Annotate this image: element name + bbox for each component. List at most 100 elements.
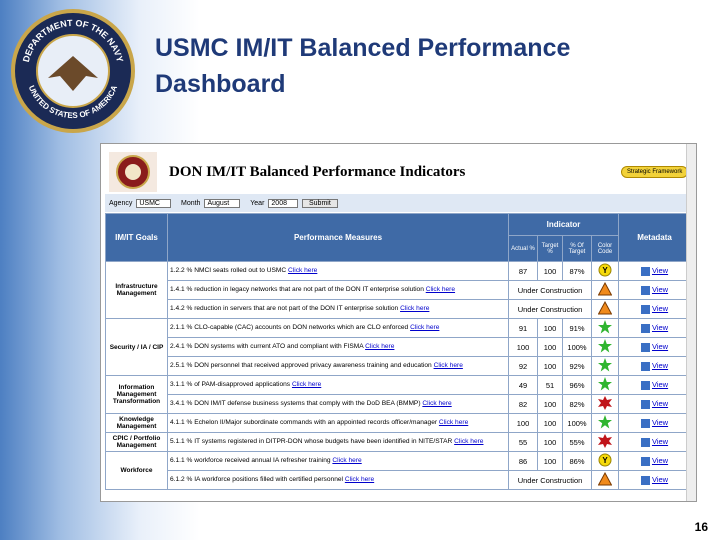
measure-text: 5.1.1 % IT systems registered in DITPR-D… xyxy=(170,437,453,445)
header-cell: IM/IT Goals xyxy=(105,213,168,262)
view-link[interactable]: View xyxy=(651,418,669,428)
actual-cell: 87 xyxy=(508,261,538,281)
table-row: 1.4.2 % reduction in servers that are no… xyxy=(106,299,692,319)
measure-cell: 4.1.1 % Echelon II/Major subordinate com… xyxy=(167,413,509,433)
indicator-code: Y xyxy=(602,456,608,465)
view-link[interactable]: View xyxy=(651,266,669,276)
click-here-link[interactable]: Click here xyxy=(433,361,463,369)
goal-cell: Knowledge Management xyxy=(105,413,168,433)
icon-box xyxy=(640,475,650,485)
color-code-icon xyxy=(598,434,613,448)
table-row: Infrastructure Management 1.2.2 % NMCI se… xyxy=(105,261,692,319)
click-here-link[interactable]: Click here xyxy=(438,418,469,426)
page-number: 16 xyxy=(694,520,708,534)
view-icon xyxy=(640,323,650,333)
measure-cell: 1.2.2 % NMCI seats rolled out to USMC Cl… xyxy=(167,261,509,281)
view-link[interactable]: View xyxy=(651,380,669,390)
view-link[interactable]: View xyxy=(651,475,669,485)
goal-cell: Security / IA / CIP xyxy=(105,318,168,376)
code-cell xyxy=(590,356,620,376)
dashboard-logo xyxy=(109,152,157,192)
click-here-link[interactable]: Click here xyxy=(291,380,322,388)
target-cell: 100 xyxy=(537,261,563,281)
construction-sign xyxy=(597,471,613,486)
construction-sign xyxy=(597,281,613,296)
metadata-cell: View xyxy=(618,451,692,471)
navy-seal: DEPARTMENT OF THE NAVY UNITED STATES OF … xyxy=(11,9,135,133)
view-link[interactable]: View xyxy=(651,304,669,314)
green-star xyxy=(598,358,613,372)
measure-text: 3.4.1 % DON IM/IT defense business syste… xyxy=(170,399,421,407)
click-here-link[interactable]: Click here xyxy=(454,437,484,445)
icon-box xyxy=(640,361,650,371)
pct-cell: 55% xyxy=(562,432,592,452)
click-here-link[interactable]: Click here xyxy=(288,266,318,274)
measure-cell: 6.1.2 % IA workforce positions filled wi… xyxy=(167,470,509,490)
goal-cell: Information Management Transformation xyxy=(105,375,168,414)
measure-text: 1.4.1 % reduction in legacy networks tha… xyxy=(170,285,424,293)
click-here-link[interactable]: Click here xyxy=(400,304,430,312)
measure-text: 4.1.1 % Echelon II/Major subordinate com… xyxy=(170,418,438,426)
header-cell: Performance Measures xyxy=(167,213,509,262)
color-code-icon xyxy=(598,320,613,334)
table-row: CPIC / Portfolio Management 5.1.1 % IT sy… xyxy=(105,432,692,452)
green-star xyxy=(598,339,613,353)
click-here-link[interactable]: Click here xyxy=(344,475,375,483)
icon-box xyxy=(640,304,650,314)
table-row: Information Management Transformation 3.1… xyxy=(105,375,692,414)
indicators-table: IM/IT Goals Performance Measures Indicat… xyxy=(105,213,692,490)
click-here-link[interactable]: Click here xyxy=(422,399,452,407)
actual-cell: 100 xyxy=(508,337,538,357)
icon-box xyxy=(640,380,650,390)
red-burst xyxy=(598,434,613,448)
year-select[interactable]: 2008 xyxy=(268,198,298,208)
click-here-link[interactable]: Click here xyxy=(410,323,440,331)
header-cell: Actual % xyxy=(508,235,538,262)
view-link[interactable]: View xyxy=(651,399,669,409)
icon-box xyxy=(640,456,650,466)
measure-text: 1.2.2 % NMCI seats rolled out to USMC xyxy=(170,266,287,274)
view-link[interactable]: View xyxy=(651,437,669,447)
click-here-link[interactable]: Click here xyxy=(365,342,395,350)
slide-title: USMC IM/IT Balanced Performance Dashboard xyxy=(155,30,570,102)
month-select[interactable]: August xyxy=(204,198,241,208)
target-cell: 100 xyxy=(537,432,563,452)
target-cell: 100 xyxy=(537,318,563,338)
view-link[interactable]: View xyxy=(651,285,669,295)
view-link[interactable]: View xyxy=(651,456,669,466)
view-link[interactable]: View xyxy=(651,323,669,333)
icon-box xyxy=(640,437,650,447)
yellow-indicator xyxy=(598,263,612,277)
target-cell: 100 xyxy=(537,413,563,433)
goal-cell: CPIC / Portfolio Management xyxy=(105,432,168,452)
code-cell: Y xyxy=(590,451,620,471)
measure-cell: 2.1.1 % CLO-capable (CAC) accounts on DO… xyxy=(167,318,509,338)
color-code-icon xyxy=(598,358,613,372)
click-here-link[interactable]: Click here xyxy=(332,456,362,464)
submit-button[interactable]: Submit xyxy=(301,198,338,208)
view-link[interactable]: View xyxy=(651,361,669,371)
yellow-indicator xyxy=(598,453,612,467)
icon-box xyxy=(640,399,650,409)
strategic-framework-button[interactable]: Strategic Framework xyxy=(621,166,689,178)
measure-cell: 1.4.2 % reduction in servers that are no… xyxy=(167,299,509,319)
scrollbar[interactable] xyxy=(686,144,696,501)
view-icon xyxy=(640,456,650,466)
click-here-link[interactable]: Click here xyxy=(425,285,456,293)
target-cell: 51 xyxy=(537,375,563,395)
code-cell xyxy=(590,337,620,357)
view-link[interactable]: View xyxy=(651,342,669,352)
agency-select[interactable]: USMC xyxy=(136,198,171,208)
header-cell: Target % xyxy=(537,235,563,262)
table-row: 6.1.2 % IA workforce positions filled wi… xyxy=(106,470,692,490)
metadata-cell: View xyxy=(618,261,692,281)
metadata-cell: View xyxy=(618,299,692,319)
code-cell xyxy=(590,394,620,414)
target-cell: 100 xyxy=(537,451,563,471)
metadata-cell: View xyxy=(618,394,692,414)
color-code-icon: Y xyxy=(598,263,612,277)
view-icon xyxy=(640,285,650,295)
metadata-cell: View xyxy=(618,470,692,490)
view-icon xyxy=(640,418,650,428)
